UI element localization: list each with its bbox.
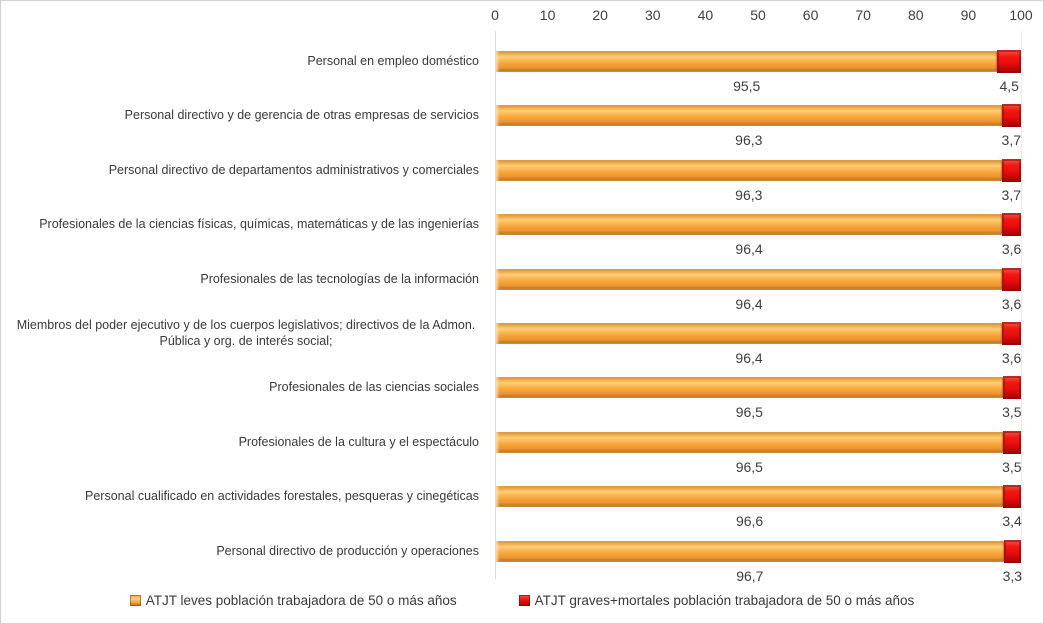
category-label: Personal directivo y de gerencia de otra…	[124, 108, 479, 123]
bar-segment-graves	[1001, 158, 1021, 182]
value-label-leves: 96,4	[735, 295, 763, 312]
x-axis-tick-label: 30	[645, 7, 661, 23]
value-label-graves: 3,7	[1001, 132, 1022, 149]
category-label: Personal en empleo doméstico	[307, 54, 479, 68]
category-label: Miembros del poder ejecutivo y de los cu…	[16, 318, 476, 348]
value-label-graves: 3,6	[1001, 241, 1022, 258]
value-label-graves: 3,7	[1001, 186, 1022, 203]
bar-track	[496, 104, 1021, 128]
value-label-graves: 3,6	[1001, 350, 1022, 366]
category-label: Profesionales de las ciencias sociales	[269, 380, 479, 395]
bar-segment-leves	[496, 486, 1004, 508]
x-axis-tick-label: 0	[491, 7, 499, 23]
x-axis-max-gridline	[1021, 31, 1022, 579]
bar-segment-graves	[1002, 213, 1021, 237]
bar-segment-graves	[1002, 322, 1021, 345]
bar-segment-leves	[496, 377, 1003, 399]
category-axis-labels: Personal en empleo doméstico Personal dir…	[1, 33, 487, 577]
bar-row: 96,5 3,5	[496, 414, 1022, 475]
value-label-leves: 96,7	[736, 567, 764, 584]
bar-row: 96,5 3,5	[496, 359, 1022, 420]
bar-row: 96,4 3,6	[496, 305, 1021, 366]
bar-segment-graves	[1002, 267, 1021, 291]
bar-segment-graves	[1002, 376, 1021, 400]
bar-segment-leves	[496, 214, 1003, 236]
bar-segment-graves	[1002, 430, 1021, 454]
bar-row: 96,4 3,6	[496, 196, 1021, 257]
bar-segment-graves	[997, 50, 1021, 73]
category-label: Personal cualificado en actividades fore…	[85, 489, 479, 504]
value-label-leves: 96,4	[735, 350, 763, 366]
legend-label: ATJT leves población trabajadora de 50 o…	[145, 592, 457, 608]
category-label: Personal directivo de departamentos admi…	[108, 162, 479, 177]
legend-swatch-icon	[518, 594, 530, 606]
bar-track	[496, 322, 1021, 345]
x-axis-tick-labels: 0 10 20 30 40 50 60 70 80 90 100	[491, 7, 1033, 27]
bar-track	[496, 267, 1021, 291]
x-axis-tick-label: 60	[802, 7, 819, 23]
legend-entry: ATJT leves población trabajadora de 50 o…	[129, 592, 457, 608]
value-label-graves: 3,4	[1002, 513, 1022, 530]
value-label-graves: 3,5	[1002, 404, 1022, 421]
value-label-graves: 3,5	[1002, 458, 1022, 475]
category-label: Profesionales de las tecnologías de la i…	[200, 271, 479, 286]
bar-track	[496, 539, 1021, 563]
bar-row: 95,5 4,5	[496, 33, 1021, 94]
x-axis-tick-label: 90	[960, 7, 977, 23]
bar-track	[496, 430, 1021, 454]
bar-segment-graves	[1001, 104, 1021, 128]
bar-row: 96,4 3,6	[496, 251, 1021, 312]
x-axis-tick-label: 100	[1009, 7, 1033, 23]
value-label-leves: 96,3	[735, 132, 763, 149]
bar-track	[496, 158, 1021, 182]
bar-track	[496, 485, 1021, 509]
value-label-leves: 96,5	[735, 458, 763, 475]
value-label-leves: 96,4	[735, 241, 763, 258]
category-label: Profesionales de la ciencias físicas, qu…	[39, 217, 479, 232]
y-axis-line	[495, 31, 496, 579]
legend-entry: ATJT graves+mortales población trabajado…	[518, 592, 915, 608]
bar-track	[496, 376, 1021, 400]
x-axis-tick-label: 40	[697, 7, 714, 23]
legend: ATJT leves población trabajadora de 50 o…	[1, 589, 1043, 611]
value-label-leves: 96,3	[735, 186, 763, 203]
bar-segment-leves	[496, 268, 1003, 290]
value-label-graves: 3,3	[1002, 567, 1023, 584]
bar-segment-leves	[496, 431, 1003, 453]
x-axis-tick-label: 10	[539, 7, 556, 23]
bar-row: 96,7 3,3	[496, 523, 1022, 584]
bar-track	[496, 50, 1021, 73]
x-axis-tick-label: 20	[592, 7, 608, 23]
bar-segment-leves	[496, 323, 1003, 344]
bar-row: 96,6 3,4	[496, 468, 1022, 529]
x-axis-tick-label: 50	[750, 7, 766, 23]
value-label-graves: 4,5	[999, 78, 1019, 94]
bar-segment-leves	[496, 540, 1004, 562]
plot-area: 95,5 4,5 96,3 3,7 96,3 3,7 96,4 3,6 96,4 3,6 96,4 3…	[496, 33, 1022, 584]
legend-swatch-icon	[129, 594, 141, 606]
bar-segment-graves	[1003, 539, 1021, 563]
value-label-leves: 96,6	[735, 513, 764, 530]
value-label-leves: 95,5	[733, 78, 761, 94]
category-label: Profesionales de la cultura y el espectá…	[238, 434, 479, 449]
value-label-graves: 3,6	[1001, 295, 1022, 312]
bar-segment-leves	[496, 105, 1002, 127]
bar-segment-leves	[496, 51, 998, 72]
bar-segment-leves	[496, 159, 1002, 181]
bar-row: 96,3 3,7	[496, 142, 1021, 203]
value-label-leves: 96,5	[735, 404, 763, 421]
x-axis-tick-label: 80	[908, 7, 924, 23]
legend-label: ATJT graves+mortales población trabajado…	[534, 592, 915, 608]
category-label: Personal directivo de producción y opera…	[216, 543, 479, 558]
bar-segment-graves	[1003, 485, 1021, 509]
bar-track	[496, 213, 1021, 237]
bar-row: 96,3 3,7	[496, 87, 1021, 148]
x-axis-tick-label: 70	[855, 7, 871, 23]
